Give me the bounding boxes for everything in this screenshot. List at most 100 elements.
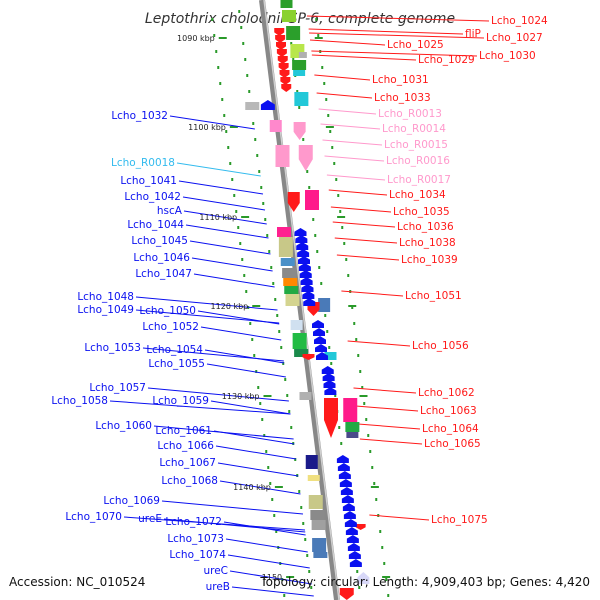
track-dot bbox=[225, 130, 228, 133]
kbp-label: 1110 kbp bbox=[199, 213, 237, 222]
track-dot bbox=[233, 194, 236, 197]
gene-block bbox=[292, 333, 307, 349]
leader-line bbox=[206, 363, 286, 378]
track-dot bbox=[316, 250, 319, 253]
track-dot bbox=[294, 458, 297, 461]
track-dot bbox=[359, 370, 362, 373]
gene-block bbox=[311, 520, 326, 530]
track-dot bbox=[318, 266, 321, 269]
track-dot bbox=[353, 322, 356, 325]
gene-label: Lcho_1054 bbox=[146, 344, 203, 356]
track-dot bbox=[241, 258, 244, 261]
forward-gene-arrow bbox=[324, 387, 337, 395]
forward-gene-arrow bbox=[300, 277, 313, 285]
track-dot bbox=[361, 386, 364, 389]
track-dot bbox=[337, 194, 340, 197]
forward-gene-arrow bbox=[295, 235, 308, 243]
right-gene-labels: Lcho_1024 fliP Lcho_1027 Lcho_1025 Lcho_1030… bbox=[372, 15, 548, 526]
gene-block bbox=[282, 10, 296, 22]
track-dot bbox=[284, 378, 287, 381]
leader-line bbox=[178, 180, 264, 195]
track-dot bbox=[373, 482, 376, 485]
kbp-labels: 1090 kbp 1100 kbp 1110 kbp 1120 kbp 1130 kbp… bbox=[177, 34, 282, 582]
track-dot bbox=[317, 34, 320, 37]
gene-block bbox=[299, 392, 312, 400]
track-dot bbox=[267, 466, 270, 469]
track-dot bbox=[327, 114, 330, 117]
track-dot bbox=[329, 130, 332, 133]
track-dot bbox=[256, 154, 259, 157]
gene-label: Lcho_1053 bbox=[84, 342, 141, 354]
reverse-gene-arrow bbox=[280, 77, 291, 85]
track-dot bbox=[357, 354, 360, 357]
track-dot bbox=[355, 338, 358, 341]
track-dot bbox=[286, 394, 289, 397]
track-dot bbox=[257, 386, 260, 389]
leader-line bbox=[316, 92, 373, 99]
track-dot bbox=[239, 242, 242, 245]
gene-label: Lcho_1047 bbox=[135, 268, 192, 280]
track-dot bbox=[383, 562, 386, 565]
gene-label: Lcho_1041 bbox=[120, 175, 177, 187]
leader-line bbox=[322, 139, 383, 146]
gene-label: Lcho_1030 bbox=[479, 50, 536, 62]
reverse-gene-arrow bbox=[276, 49, 287, 57]
forward-gene-arrow bbox=[349, 559, 362, 567]
leader-line bbox=[336, 254, 400, 261]
gene-label: Lcho_1033 bbox=[374, 92, 431, 104]
gene-block bbox=[313, 552, 328, 558]
track-dot bbox=[269, 482, 272, 485]
gene-label: Lcho_R0016 bbox=[386, 155, 450, 167]
gene-features bbox=[245, 0, 370, 600]
forward-gene-arrow bbox=[312, 320, 324, 328]
leader-line bbox=[182, 196, 266, 211]
gene-block bbox=[278, 237, 293, 257]
track-dot bbox=[276, 314, 279, 317]
forward-gene-arrow bbox=[340, 487, 353, 495]
gene-block bbox=[284, 286, 299, 294]
reverse-gene-arrow bbox=[355, 524, 366, 530]
gene-label: Lcho_1061 bbox=[155, 425, 212, 437]
forward-gene-arrow bbox=[343, 511, 356, 519]
forward-gene-arrow bbox=[347, 543, 360, 551]
forward-gene-arrow bbox=[342, 503, 355, 511]
gene-label: Lcho_1034 bbox=[389, 189, 446, 201]
backbone-highlight bbox=[263, 0, 340, 600]
track-dot bbox=[324, 314, 327, 317]
gene-block bbox=[305, 190, 319, 210]
track-dot bbox=[356, 570, 359, 573]
leader-line bbox=[135, 309, 280, 324]
reverse-gene-arrow bbox=[281, 84, 292, 92]
track-dot bbox=[213, 34, 216, 37]
track-dot bbox=[345, 258, 348, 261]
gene-label: ureC bbox=[203, 565, 228, 577]
gene-label: Lcho_1063 bbox=[420, 405, 477, 417]
track-dot bbox=[246, 74, 249, 77]
reverse-gene-arrow bbox=[324, 398, 338, 438]
gene-label: Lcho_1035 bbox=[393, 206, 450, 218]
leader-line bbox=[189, 240, 271, 255]
track-dot bbox=[235, 210, 238, 213]
gene-block bbox=[298, 52, 307, 58]
leader-line bbox=[359, 438, 423, 445]
leader-line bbox=[147, 387, 289, 402]
track-dot bbox=[290, 426, 293, 429]
track-dot bbox=[302, 138, 305, 141]
leader-line bbox=[357, 423, 421, 430]
forward-gene-arrow bbox=[348, 551, 361, 559]
track-dot bbox=[211, 18, 214, 21]
leader-line bbox=[355, 405, 419, 412]
forward-gene-arrow bbox=[298, 256, 310, 264]
gene-block bbox=[294, 92, 309, 106]
track-dot bbox=[328, 346, 331, 349]
track-dot bbox=[371, 466, 374, 469]
forward-gene-arrow bbox=[296, 242, 309, 250]
gene-label: Lcho_1024 bbox=[491, 15, 548, 27]
kbp-ticks bbox=[218, 37, 391, 578]
forward-gene-arrow bbox=[339, 479, 352, 487]
track-dot bbox=[300, 506, 303, 509]
gene-label: Lcho_1064 bbox=[422, 423, 479, 435]
gene-label: Lcho_1031 bbox=[372, 74, 429, 86]
gene-label: hscA bbox=[157, 205, 183, 217]
leader-line bbox=[328, 189, 388, 196]
